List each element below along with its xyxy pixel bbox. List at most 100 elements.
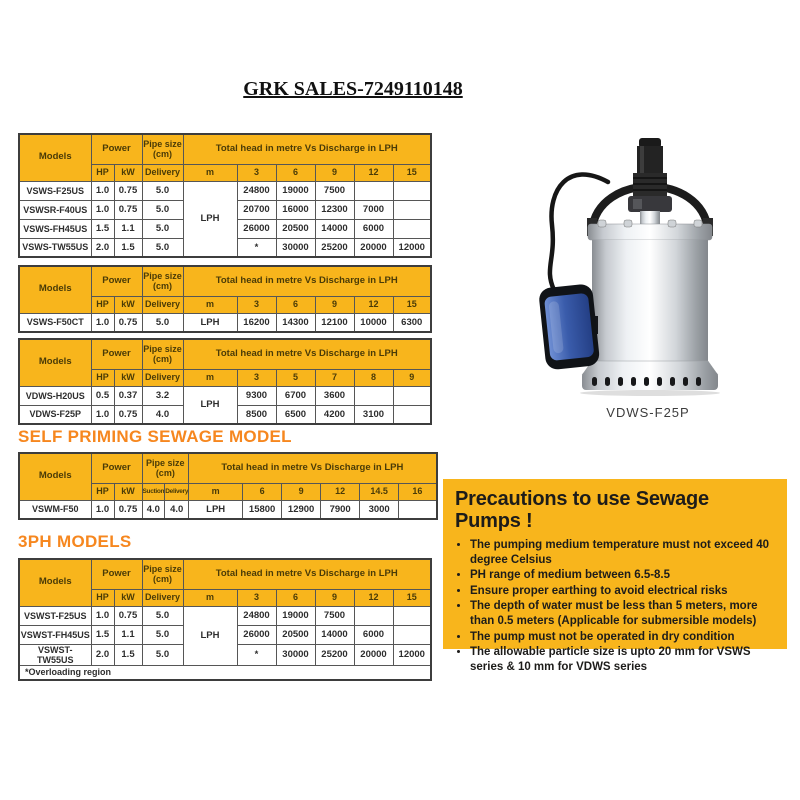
discharge-cell: 19000 [275,180,316,201]
discharge-cell: 7000 [353,199,394,220]
discharge-cell [353,385,394,406]
discharge-cell: 25200 [314,643,355,666]
discharge-cell: * [236,237,277,258]
head-value-header: 14.5 [359,482,400,501]
models-header: Models [18,338,92,387]
discharge-cell: 8500 [236,404,277,425]
table-row: VSWS-TW55US 2.0 1.5 5.0 * 30000 25200 20000 1200… [18,237,432,258]
vsws-models-table-area: Models Power Pipe size (cm) Total head in m… [18,133,432,258]
metre-header: m [182,163,238,182]
discharge-cell [392,218,432,239]
float-switch [539,284,600,370]
discharge-cell: 7500 [314,180,355,201]
unit-cell: LPH [188,499,244,520]
discharge-cell: * [236,643,277,666]
discharge-cell: 16000 [275,199,316,220]
pipe-cell: 5.0 [141,312,184,333]
power-header: Power [90,558,143,590]
discharge-cell [398,499,438,520]
discharge-cell: 12000 [392,643,432,666]
spec-table-self-priming: Models Power Pipe size (cm) Total head in m… [18,452,438,520]
head-value-header: 16 [398,482,438,501]
pump-figure: VDWS-F25P [528,120,768,420]
kw-header: kW [113,368,143,387]
hp-header: HP [90,295,115,314]
footnote-row: *Overloading region [18,664,432,681]
page-title: GRK SALES-7249110148 [243,78,463,100]
head-value-header: 15 [392,588,432,607]
discharge-cell: 6300 [392,312,432,333]
hp-cell: 1.0 [90,199,115,220]
discharge-cell: 24800 [236,605,277,626]
kw-cell: 1.5 [113,237,143,258]
kw-cell: 0.75 [113,404,143,425]
head-value-header: 3 [236,588,277,607]
pipe-cell: 5.0 [141,199,184,220]
pipe-size-header: Pipe size (cm) [141,133,184,165]
discharge-cell: 15800 [242,499,283,520]
model-cell: VSWS-F50CT [18,312,92,333]
precaution-item: The pump must not be operated in dry con… [470,630,775,645]
metre-header: m [188,482,244,501]
discharge-cell: 6700 [275,385,316,406]
precaution-item: The depth of water must be less than 5 m… [470,599,775,628]
table-row: VSWST-F25US 1.0 0.75 5.0 LPH 24800 19000 7500 [18,605,432,666]
head-value-header: 6 [275,295,316,314]
pipe-cell: 5.0 [141,218,184,239]
self-priming-table-area: Models Power Pipe size (cm) Total head in m… [18,452,438,520]
head-value-header: 3 [236,163,277,182]
pipe-cell: 4.0 [141,404,184,425]
discharge-cell: 12000 [392,237,432,258]
table-row: VDWS-H20US 0.5 0.37 3.2 LPH 9300 6700 3600 [18,385,432,425]
discharge-cell: 3600 [314,385,355,406]
head-value-header: 6 [275,163,316,182]
pump-outlet [628,138,672,226]
footnote-cell: *Overloading region [18,664,432,681]
discharge-cell [353,605,394,626]
discharge-cell [392,199,432,220]
model-cell: VSWM-F50 [18,499,92,520]
hp-cell: 1.0 [90,312,115,333]
head-value-header: 12 [320,482,361,501]
hp-cell: 2.0 [90,237,115,258]
discharge-cell: 26000 [236,218,277,239]
metre-header: m [182,368,238,387]
self-priming-heading: SELF PRIMING SEWAGE MODEL [18,427,292,446]
spec-table-three-phase: Models Power Pipe size (cm) Total head in m… [18,558,432,681]
discharge-cell: 3000 [359,499,400,520]
power-header: Power [90,133,143,165]
model-cell: VDWS-F25P [18,404,92,425]
discharge-cell: 7500 [314,605,355,626]
discharge-cell: 30000 [275,643,316,666]
head-value-header: 9 [314,163,355,182]
precaution-item: PH range of medium between 6.5-8.5 [470,568,775,583]
table-row: VSWS-F25US 1.0 0.75 5.0 LPH 24800 19000 7500 [18,180,432,258]
discharge-cell [353,180,394,201]
hp-cell: 1.0 [90,180,115,201]
spec-table-vsws-f50ct: Models Power Pipe size (cm) Total head in m… [18,265,432,333]
discharge-cell: 12100 [314,312,355,333]
discharge-cell [392,180,432,201]
pipe-sub-header: Suction [141,482,166,501]
model-cell: VSWST-TW55US [18,643,92,666]
head-discharge-header: Total head in metre Vs Discharge in LPH [188,452,438,484]
unit-cell: LPH [182,312,238,333]
unit-cell: LPH [182,385,238,425]
model-cell: VDWS-H20US [18,385,92,406]
table-row: VSWSR-F40US 1.0 0.75 5.0 20700 16000 12300 7000 [18,199,432,220]
precaution-item: The pumping medium temperature must not … [470,538,775,567]
head-value-header: 9 [392,368,432,387]
head-value-header: 7 [314,368,355,387]
hp-cell: 1.5 [90,624,115,645]
head-discharge-header: Total head in metre Vs Discharge in LPH [182,558,432,590]
table-row: VDWS-F25P 1.0 0.75 4.0 8500 6500 4200 3100 [18,404,432,425]
kw-header: kW [113,482,143,501]
three-phase-table-area: Models Power Pipe size (cm) Total head in m… [18,558,432,681]
discharge-cell [392,624,432,645]
pipe-sub-header: Delivery [141,588,184,607]
discharge-cell: 30000 [275,237,316,258]
head-value-header: 9 [314,588,355,607]
vsws-f50ct-table-area: Models Power Pipe size (cm) Total head in m… [18,265,432,333]
head-discharge-header: Total head in metre Vs Discharge in LPH [182,133,432,165]
precautions-panel: Precautions to use Sewage Pumps ! The pu… [443,479,787,673]
